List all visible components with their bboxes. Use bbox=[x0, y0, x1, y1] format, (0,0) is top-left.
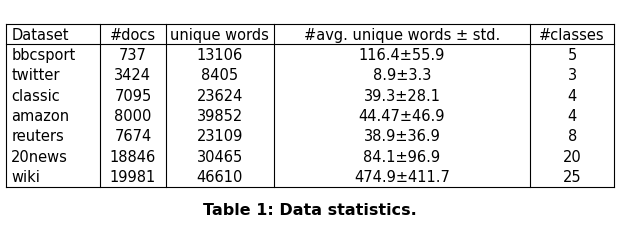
Text: unique words: unique words bbox=[170, 27, 269, 42]
Text: bbcsport: bbcsport bbox=[11, 48, 76, 63]
Text: reuters: reuters bbox=[11, 129, 64, 144]
Text: amazon: amazon bbox=[11, 108, 69, 123]
Text: 116.4±55.9: 116.4±55.9 bbox=[359, 48, 445, 63]
Text: 18846: 18846 bbox=[110, 149, 156, 164]
Text: 20news: 20news bbox=[11, 149, 68, 164]
Text: 737: 737 bbox=[119, 48, 147, 63]
Text: 84.1±96.9: 84.1±96.9 bbox=[363, 149, 441, 164]
Text: 8.9±3.3: 8.9±3.3 bbox=[373, 68, 431, 83]
Text: 20: 20 bbox=[563, 149, 582, 164]
Text: 38.9±36.9: 38.9±36.9 bbox=[363, 129, 440, 144]
Text: 7674: 7674 bbox=[114, 129, 151, 144]
Text: #docs: #docs bbox=[110, 27, 156, 42]
Text: 39.3±28.1: 39.3±28.1 bbox=[363, 88, 440, 103]
Text: 8: 8 bbox=[567, 129, 577, 144]
Text: 8405: 8405 bbox=[201, 68, 238, 83]
Text: 39852: 39852 bbox=[197, 108, 243, 123]
Text: 5: 5 bbox=[567, 48, 577, 63]
Text: 23109: 23109 bbox=[197, 129, 243, 144]
Text: 30465: 30465 bbox=[197, 149, 243, 164]
Text: 3424: 3424 bbox=[115, 68, 151, 83]
Text: 4: 4 bbox=[567, 108, 577, 123]
Text: 44.47±46.9: 44.47±46.9 bbox=[359, 108, 445, 123]
Text: wiki: wiki bbox=[11, 169, 40, 184]
Text: classic: classic bbox=[11, 88, 60, 103]
Text: 4: 4 bbox=[567, 88, 577, 103]
Text: twitter: twitter bbox=[11, 68, 60, 83]
Text: 474.9±411.7: 474.9±411.7 bbox=[354, 169, 450, 184]
Text: 8000: 8000 bbox=[114, 108, 152, 123]
Text: #avg. unique words ± std.: #avg. unique words ± std. bbox=[304, 27, 500, 42]
Text: Dataset: Dataset bbox=[11, 27, 69, 42]
Text: 13106: 13106 bbox=[197, 48, 243, 63]
Text: Table 1: Data statistics.: Table 1: Data statistics. bbox=[203, 202, 417, 217]
Text: 23624: 23624 bbox=[197, 88, 243, 103]
Text: 19981: 19981 bbox=[110, 169, 156, 184]
Text: 46610: 46610 bbox=[197, 169, 243, 184]
Text: #classes: #classes bbox=[539, 27, 605, 42]
Text: 7095: 7095 bbox=[114, 88, 151, 103]
Text: 3: 3 bbox=[567, 68, 577, 83]
Text: 25: 25 bbox=[563, 169, 582, 184]
